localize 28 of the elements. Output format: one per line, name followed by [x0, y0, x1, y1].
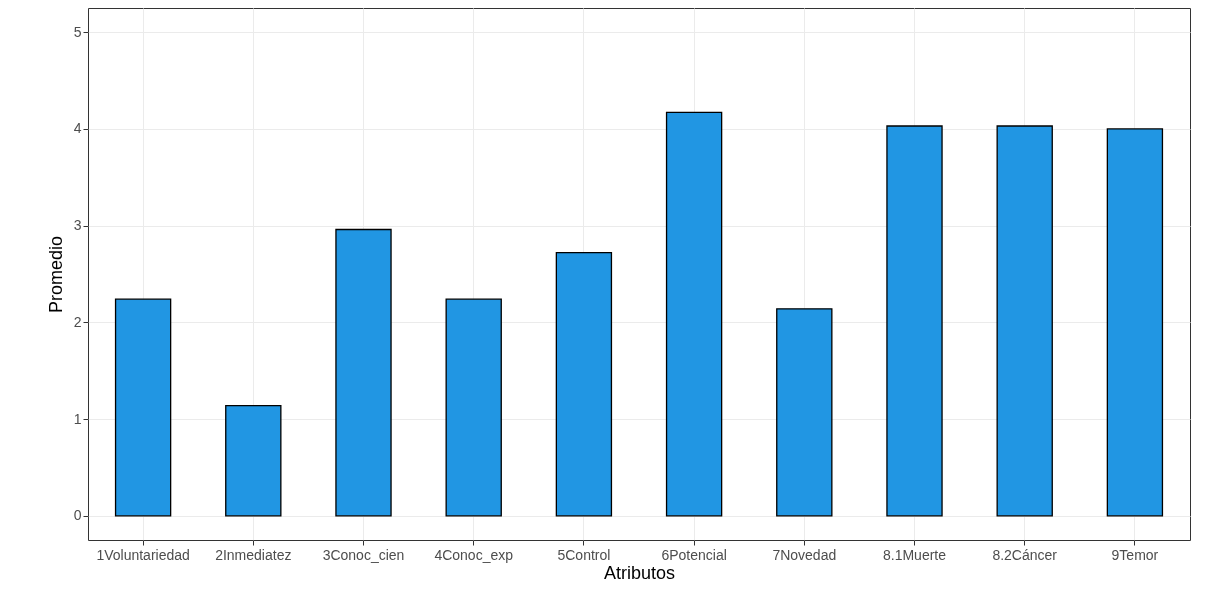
- x-tick-label: 9Temor: [1111, 546, 1159, 563]
- bar: [776, 308, 833, 517]
- y-tick-label: 4: [73, 120, 82, 137]
- bar: [555, 252, 613, 517]
- x-tick-label: 4Conoc_exp: [434, 546, 514, 563]
- bar: [1106, 128, 1164, 517]
- bar: [335, 228, 392, 517]
- x-tick-label: 6Potencial: [661, 546, 727, 563]
- bar: [114, 298, 172, 517]
- bar: [886, 125, 943, 517]
- y-tick-label: 1: [73, 410, 82, 427]
- y-tick-label: 5: [73, 23, 82, 40]
- x-tick-label: 8.2Cáncer: [992, 546, 1058, 563]
- bar: [996, 125, 1053, 517]
- x-tick-label: 5Control: [557, 546, 611, 563]
- x-axis-title: Atributos: [603, 562, 676, 583]
- bar: [225, 404, 282, 517]
- x-tick-label: 2Inmediatez: [215, 546, 292, 563]
- y-tick-label: 2: [73, 313, 82, 330]
- x-tick-label: 7Novedad: [772, 546, 837, 563]
- bar: [445, 298, 502, 517]
- y-tick-label: 3: [73, 217, 82, 234]
- y-axis-title: Promedio: [45, 235, 66, 314]
- x-tick-label: 1Voluntariedad: [96, 546, 190, 563]
- x-tick-label: 3Conoc_cien: [322, 546, 405, 563]
- y-tick-label: 0: [73, 507, 82, 524]
- x-tick-label: 8.1Muerte: [882, 546, 947, 563]
- bar: [665, 111, 723, 517]
